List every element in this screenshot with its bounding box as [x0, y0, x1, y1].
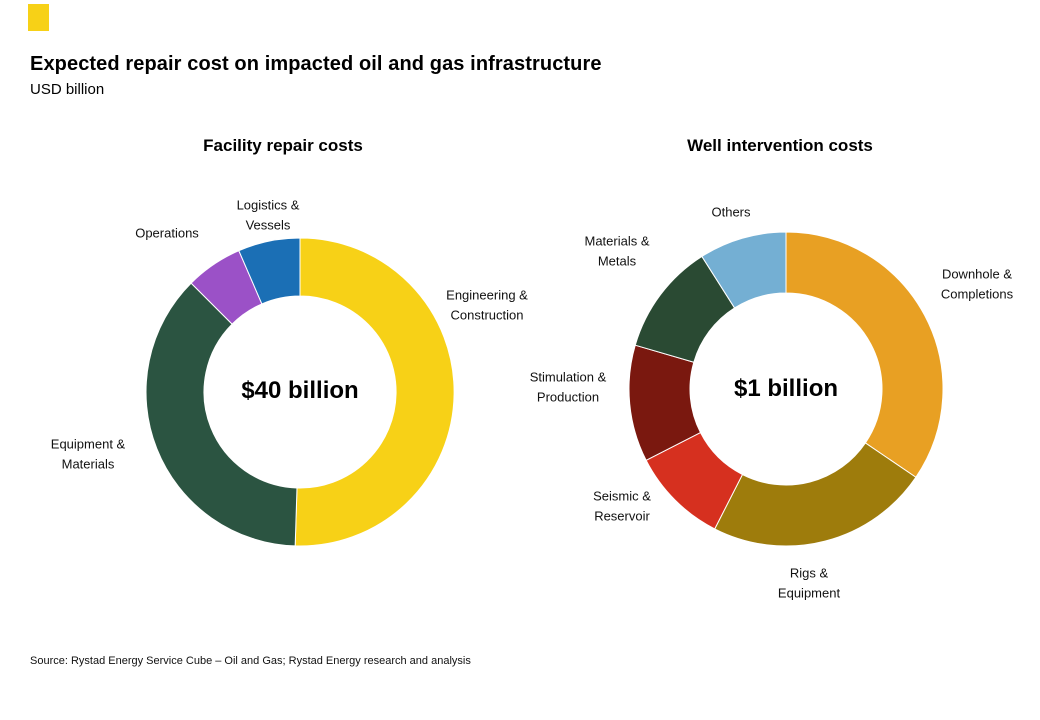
segment-label-seismic-reservoir: Seismic & Reservoir [593, 488, 651, 524]
source-note: Source: Rystad Energy Service Cube – Oil… [30, 655, 471, 667]
center-total-facility: $40 billion [241, 377, 359, 404]
page-subtitle: USD billion [30, 81, 105, 98]
segment-label-engineering-construction: Engineering & Construction [446, 287, 528, 323]
brand-square [28, 4, 49, 31]
segment-label-logistics-vessels: Logistics & Vessels [236, 197, 300, 233]
segment-label-materials-metals: Materials & Metals [584, 233, 650, 269]
segment-label-equipment-materials: Equipment & Materials [50, 436, 126, 472]
page-title: Expected repair cost on impacted oil and… [30, 53, 602, 75]
donut-segment-logistics-vessels [238, 237, 301, 305]
donut-segment-equipment-materials [145, 282, 298, 547]
donut-segment-others [701, 231, 787, 309]
segment-label-downhole-completions: Downhole & Completions [940, 266, 1014, 302]
segment-label-operations: Operations [135, 225, 199, 241]
donut-segment-engineering-construction [294, 237, 455, 547]
segment-label-stimulation-production: Stimulation & Production [529, 369, 607, 405]
chart-title-well-intervention-costs: Well intervention costs [687, 136, 873, 155]
chart-title-facility-repair-costs: Facility repair costs [203, 136, 363, 155]
center-total-well: $1 billion [733, 375, 839, 402]
donut-segment-downhole-completions [785, 231, 944, 478]
segment-label-others: Others [711, 204, 751, 220]
segment-label-rigs-equipment: Rigs & Equipment [777, 565, 841, 601]
donut-segment-rigs-equipment [714, 442, 917, 547]
